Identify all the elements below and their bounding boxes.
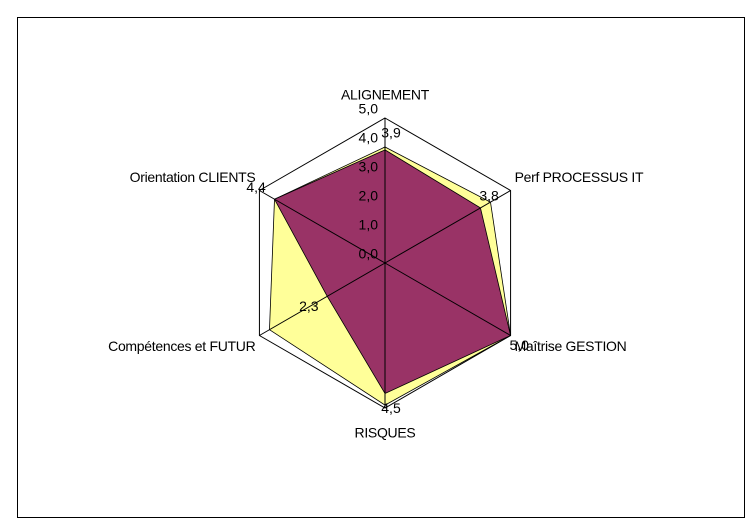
- r-tick-label: 5,0: [359, 101, 379, 117]
- r-tick-label: 4,0: [359, 130, 379, 146]
- r-tick-label: 2,0: [359, 188, 379, 204]
- category-label: ALIGNEMENT: [341, 87, 430, 103]
- category-label: Orientation CLIENTS: [130, 169, 256, 185]
- spoke: [259, 262, 386, 336]
- value-label: 3,9: [381, 125, 401, 141]
- spoke: [384, 262, 511, 336]
- value-label: 2,3: [299, 298, 319, 314]
- category-label: RISQUES: [355, 425, 416, 441]
- value-label: 4,5: [381, 400, 401, 416]
- category-label: Perf PROCESSUS IT: [515, 169, 644, 185]
- category-label: Maîtrise GESTION: [515, 338, 627, 354]
- value-label: 3,8: [479, 188, 499, 204]
- category-label: Compétences et FUTUR: [108, 338, 255, 354]
- value-label: 5,0: [509, 337, 529, 353]
- r-tick-label: 1,0: [359, 217, 379, 233]
- r-tick-label: 3,0: [359, 159, 379, 175]
- value-label: 4,4: [246, 179, 266, 195]
- spoke: [384, 190, 511, 264]
- spoke: [259, 190, 386, 264]
- r-tick-label: 0,0: [359, 246, 379, 262]
